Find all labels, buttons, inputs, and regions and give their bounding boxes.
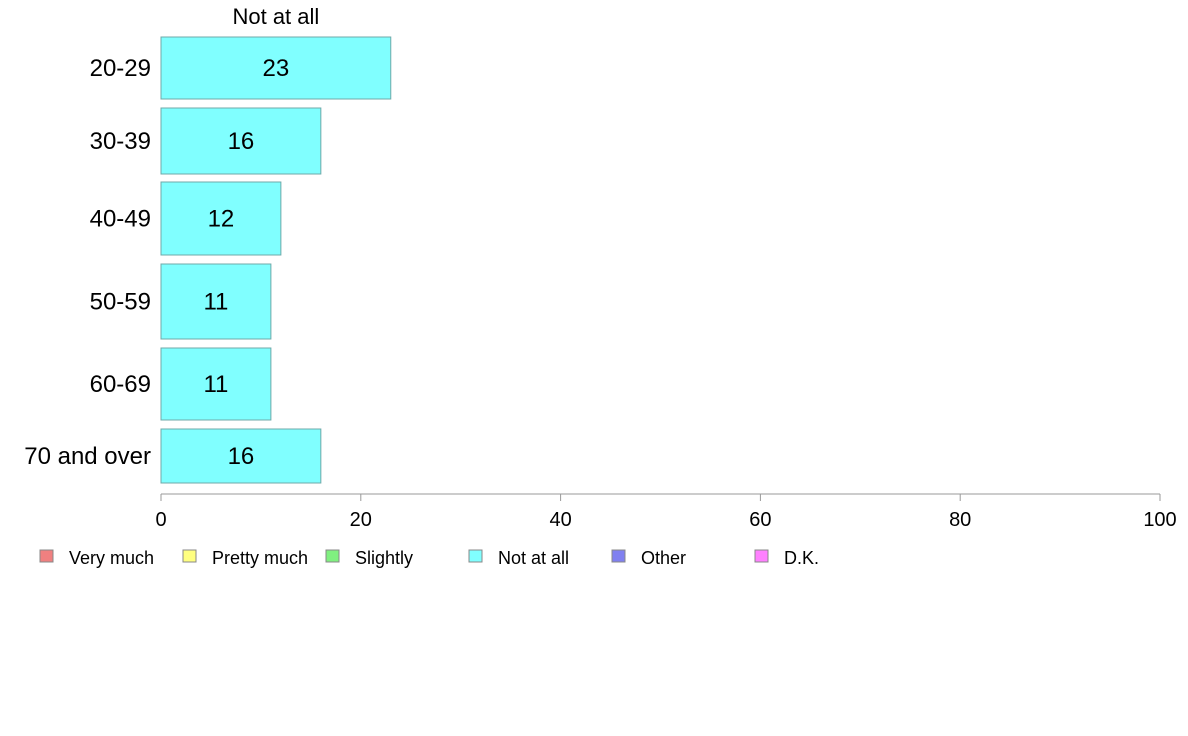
x-tick-label-4: 60	[749, 509, 771, 531]
legend: Very much Pretty much Slightly Not at all Ot…	[39, 548, 819, 568]
x-tick-label-2: 20	[350, 509, 372, 531]
x-tick-label-5: 80	[949, 509, 971, 531]
data-label-6: 16	[228, 443, 255, 470]
category-label-4: 50-59	[90, 289, 151, 316]
data-label-4: 11	[203, 289, 228, 316]
bars-group: 23 20-29 16 30-39 12 40-49 11 50-59 11 60-69 16 70 …	[24, 36, 392, 484]
x-tick-label-6: 100	[1143, 509, 1176, 531]
data-label-1: 23	[263, 55, 290, 82]
legend-label-6: D.K.	[784, 548, 819, 568]
bar-6	[160, 428, 322, 484]
category-label-2: 30-39	[90, 128, 151, 155]
legend-label-5: Other	[641, 548, 686, 568]
x-axis: 0 20 40 60 80 100	[155, 493, 1177, 531]
legend-swatch-1	[39, 549, 54, 563]
bar-5	[160, 347, 272, 421]
category-label-6: 70 and over	[24, 443, 151, 470]
bar-3	[160, 181, 282, 256]
series-title: Not at all	[232, 4, 319, 29]
bar-1	[160, 36, 392, 100]
bar-2	[160, 107, 322, 175]
legend-label-3: Slightly	[355, 548, 413, 568]
x-tick-label-3: 40	[549, 509, 571, 531]
category-label-3: 40-49	[90, 206, 151, 233]
legend-swatch-5	[611, 549, 626, 563]
legend-swatch-4	[468, 549, 483, 563]
legend-label-1: Very much	[69, 548, 154, 568]
legend-label-4: Not at all	[498, 548, 569, 568]
data-label-5: 11	[203, 371, 228, 398]
data-label-3: 12	[208, 206, 235, 233]
bar-4	[160, 263, 272, 340]
category-label-5: 60-69	[90, 371, 151, 398]
legend-swatch-2	[182, 549, 197, 563]
legend-swatch-3	[325, 549, 340, 563]
legend-label-2: Pretty much	[212, 548, 308, 568]
category-label-1: 20-29	[90, 55, 151, 82]
x-tick-label-1: 0	[155, 509, 166, 531]
legend-swatch-6	[754, 549, 769, 563]
data-label-2: 16	[228, 128, 255, 155]
